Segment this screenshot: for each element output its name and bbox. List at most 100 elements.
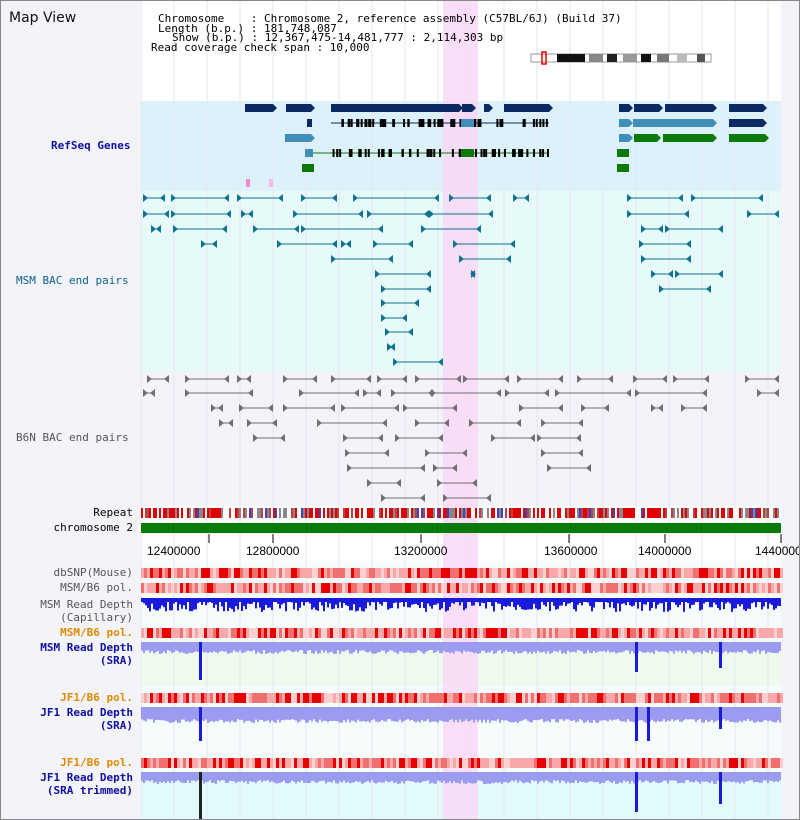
read-depth-bar <box>439 642 441 653</box>
polymorphism-heat <box>687 628 690 638</box>
jf1-b6-pol-track-label[interactable]: JF1/B6 pol. <box>60 691 133 704</box>
read-depth-bar <box>601 772 603 783</box>
read-depth-bar <box>653 772 655 781</box>
repeat-element <box>661 508 663 518</box>
gene-exon <box>485 149 488 157</box>
b6n-bac-track-label[interactable]: B6N BAC end pairs <box>16 431 129 444</box>
read-depth-bar <box>403 598 405 607</box>
read-depth-bar <box>517 598 519 605</box>
polymorphism-heat <box>678 568 681 578</box>
msm-b6-pol-sra-label[interactable]: MSM/B6 pol. <box>60 626 133 639</box>
read-depth-bar <box>153 642 155 654</box>
read-depth-bar <box>219 642 221 652</box>
read-depth-bar <box>553 772 555 781</box>
read-depth-bar <box>567 642 569 651</box>
polymorphism-heat <box>375 693 378 703</box>
polymorphism-heat <box>432 693 435 703</box>
read-depth-bar <box>663 598 665 612</box>
polymorphism-heat <box>519 693 522 703</box>
read-depth-bar <box>203 772 205 784</box>
gene-exon <box>372 119 375 127</box>
polymorphism-heat <box>678 583 681 593</box>
read-depth-bar <box>557 772 559 781</box>
read-depth-bar <box>311 598 313 610</box>
polymorphism-heat <box>594 583 597 593</box>
polymorphism-heat <box>330 568 333 578</box>
repeat-element <box>303 508 305 518</box>
polymorphism-heat <box>234 583 237 593</box>
read-depth-bar <box>633 642 635 654</box>
read-depth-bar <box>569 642 571 653</box>
polymorphism-heat <box>495 583 498 593</box>
repeat-element <box>371 508 373 518</box>
polymorphism-heat <box>762 583 765 593</box>
bac-end <box>332 194 337 202</box>
msm-b6-pol-track-label[interactable]: MSM/B6 pol. <box>60 581 133 594</box>
read-depth-bar <box>217 642 219 654</box>
bac-end <box>456 375 461 383</box>
polymorphism-heat <box>438 758 441 768</box>
polymorphism-heat <box>417 693 420 703</box>
read-depth-bar <box>619 707 621 721</box>
read-depth-bar <box>155 598 157 611</box>
repeat-element <box>187 508 189 518</box>
bac-end <box>757 389 762 397</box>
dbsnp-track-label[interactable]: dbSNP(Mouse) <box>53 566 133 579</box>
read-depth-bar <box>141 598 143 601</box>
polymorphism-heat <box>429 628 432 638</box>
read-depth-bar <box>391 598 393 608</box>
polymorphism-heat <box>483 758 486 768</box>
polymorphism-heat <box>207 628 210 638</box>
read-depth-bar <box>171 772 173 781</box>
read-depth-bar <box>153 772 155 783</box>
repeat-element <box>377 508 379 518</box>
polymorphism-heat <box>315 758 318 768</box>
repeat-element <box>219 508 221 518</box>
refseq-track-label[interactable]: RefSeq Genes <box>51 139 131 152</box>
bac-end <box>541 419 546 427</box>
bac-end <box>486 494 491 502</box>
bac-end <box>686 240 691 248</box>
read-depth-bar <box>363 707 365 722</box>
repeat-track-label[interactable]: Repeat <box>93 506 133 519</box>
polymorphism-heat <box>345 693 348 703</box>
chromosome-track-label[interactable]: chromosome 2 <box>53 521 133 534</box>
msm-read-depth-sra-label[interactable]: MSM Read Depth <box>40 641 133 654</box>
repeat-element <box>731 508 733 518</box>
axis-tick-label: 12800000 <box>246 544 300 558</box>
read-depth-bar <box>363 598 365 612</box>
read-depth-bar <box>375 598 377 610</box>
bac-end <box>745 375 750 383</box>
read-depth-bar <box>301 772 303 781</box>
read-depth-bar <box>543 642 545 652</box>
read-depth-bar <box>677 772 679 784</box>
repeat-element <box>481 508 483 518</box>
jf1-read-depth-sra-label[interactable]: JF1 Read Depth <box>40 706 133 719</box>
msm-bac-track-label[interactable]: MSM BAC end pairs <box>16 274 129 287</box>
polymorphism-heat <box>759 693 762 703</box>
jf1-b6-pol-trimmed-label[interactable]: JF1/B6 pol. <box>60 756 133 769</box>
polymorphism-heat <box>741 568 744 578</box>
read-depth-bar <box>723 772 725 782</box>
read-depth-bar <box>627 598 629 601</box>
gene-exon <box>420 119 423 127</box>
polymorphism-heat <box>258 693 261 703</box>
msm-read-depth-capillary-label[interactable]: MSM Read Depth <box>40 598 133 611</box>
bac-end <box>367 479 372 487</box>
repeat-element <box>397 508 399 518</box>
polymorphism-heat <box>693 568 696 578</box>
read-depth-bar <box>425 598 427 612</box>
polymorphism-heat <box>561 568 564 578</box>
read-depth-bar <box>421 642 423 653</box>
polymorphism-heat <box>354 758 357 768</box>
read-depth-bar <box>261 772 263 783</box>
read-depth-bar <box>455 772 457 783</box>
repeat-element <box>711 508 713 518</box>
jf1-read-depth-trimmed-label[interactable]: JF1 Read Depth <box>40 771 133 784</box>
read-depth-bar <box>583 598 585 602</box>
polymorphism-heat <box>366 758 369 768</box>
read-depth-bar <box>421 707 423 721</box>
repeat-element <box>473 508 475 518</box>
read-depth-bar <box>607 772 609 781</box>
read-depth-bar <box>423 707 425 722</box>
